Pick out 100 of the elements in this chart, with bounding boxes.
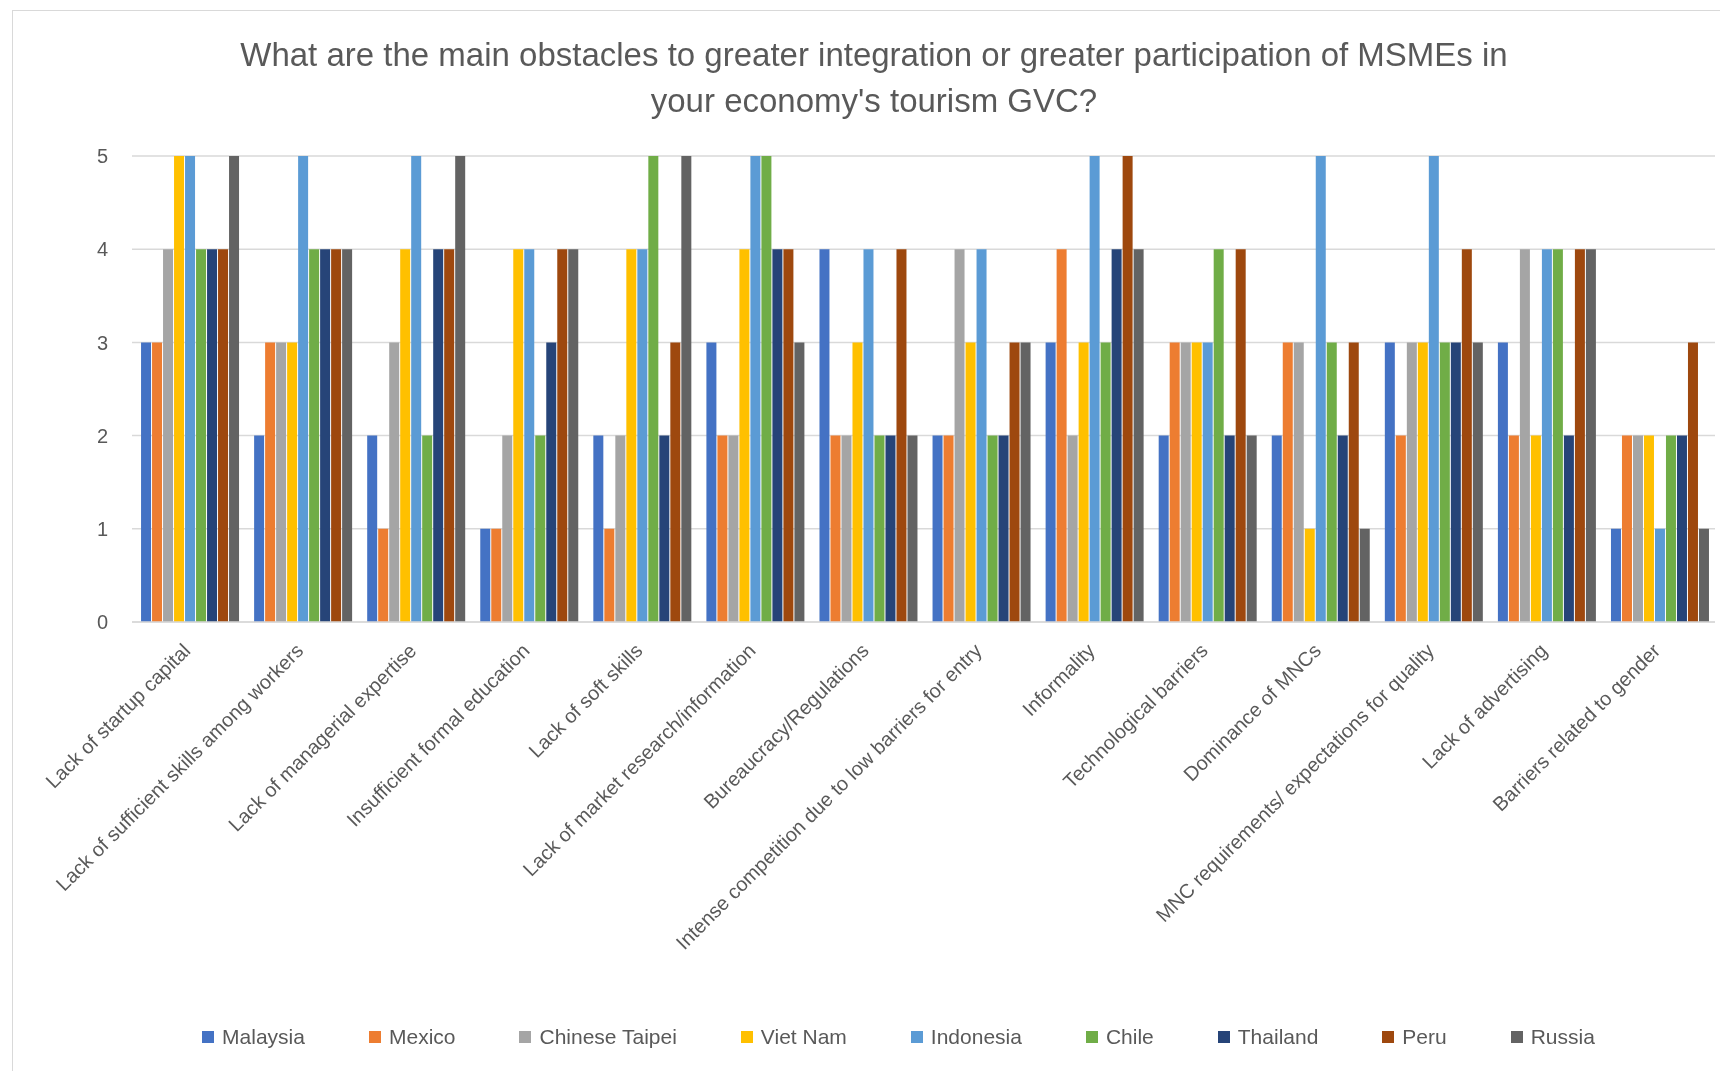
bar xyxy=(1133,249,1144,622)
bar xyxy=(706,342,717,622)
legend-label: Peru xyxy=(1402,1025,1447,1049)
legend-label: Indonesia xyxy=(930,1025,1022,1049)
bar xyxy=(1304,528,1315,622)
bar xyxy=(1643,435,1654,622)
bar xyxy=(739,249,750,622)
bar xyxy=(976,249,987,622)
bar xyxy=(1472,342,1483,622)
bar xyxy=(1271,435,1282,622)
bar xyxy=(1158,435,1169,622)
bar xyxy=(1632,435,1643,622)
bar xyxy=(378,528,389,622)
bar xyxy=(1610,528,1621,622)
bar xyxy=(1417,342,1428,622)
y-tick-label: 3 xyxy=(96,331,108,354)
y-tick-label: 1 xyxy=(96,517,108,540)
bar xyxy=(1428,156,1439,622)
bar xyxy=(1508,435,1519,622)
bar xyxy=(1056,249,1067,622)
bar xyxy=(885,435,896,622)
legend-label: Chile xyxy=(1105,1025,1154,1049)
bar xyxy=(524,249,535,622)
bar xyxy=(604,528,615,622)
bar xyxy=(276,342,287,622)
bar xyxy=(1519,249,1530,622)
bar xyxy=(1665,435,1676,622)
bar xyxy=(1406,342,1417,622)
bar xyxy=(670,342,681,622)
legend-label: Mexico xyxy=(388,1025,456,1049)
bar xyxy=(331,249,342,622)
legend-label: Thailand xyxy=(1237,1025,1319,1049)
y-tick-label: 5 xyxy=(96,145,108,168)
bar xyxy=(1326,342,1337,622)
chart-title: What are the main obstacles to greater integration or greater participation of MSMEs in your economy's tourism GVC? xyxy=(239,35,1509,121)
bar xyxy=(513,249,524,622)
bar xyxy=(444,249,455,622)
bar xyxy=(1045,342,1056,622)
bar xyxy=(830,435,841,622)
legend-label: Russia xyxy=(1530,1025,1595,1049)
bar xyxy=(1213,249,1224,622)
bar xyxy=(1122,156,1133,622)
bar xyxy=(254,435,265,622)
bar xyxy=(863,249,874,622)
bar xyxy=(819,249,830,622)
bar xyxy=(1654,528,1665,622)
bar xyxy=(1282,342,1293,622)
bar xyxy=(1078,342,1089,622)
bar xyxy=(932,435,943,622)
bar xyxy=(1621,435,1632,622)
y-tick-label: 2 xyxy=(96,424,108,447)
bar xyxy=(896,249,907,622)
bar xyxy=(535,435,546,622)
bar xyxy=(794,342,805,622)
legend-label: Malaysia xyxy=(222,1025,305,1049)
bar xyxy=(965,342,976,622)
bar xyxy=(615,435,626,622)
bar xyxy=(1111,249,1122,622)
bar xyxy=(1541,249,1552,622)
bar xyxy=(320,249,331,622)
bar xyxy=(626,249,637,622)
bar xyxy=(1348,342,1359,622)
bar xyxy=(1698,528,1709,622)
bar xyxy=(648,156,659,622)
bar xyxy=(1497,342,1508,622)
bar xyxy=(1395,435,1406,622)
bar xyxy=(1246,435,1257,622)
bar xyxy=(1450,342,1461,622)
bar xyxy=(1687,342,1698,622)
bar xyxy=(750,156,761,622)
bar xyxy=(1574,249,1585,622)
bar xyxy=(141,342,152,622)
bar xyxy=(1337,435,1348,622)
bar xyxy=(1461,249,1472,622)
bar xyxy=(728,435,739,622)
bar xyxy=(480,528,491,622)
bar xyxy=(772,249,783,622)
bar xyxy=(309,249,320,622)
bar xyxy=(1191,342,1202,622)
bar xyxy=(502,435,513,622)
bar xyxy=(433,249,444,622)
bar xyxy=(659,435,670,622)
bar xyxy=(207,249,218,622)
bar xyxy=(287,342,298,622)
bar xyxy=(874,435,885,622)
bar xyxy=(1293,342,1304,622)
bar xyxy=(1563,435,1574,622)
bar xyxy=(491,528,502,622)
bar xyxy=(1585,249,1596,622)
y-tick-label: 4 xyxy=(96,238,108,261)
bar xyxy=(1020,342,1031,622)
bar xyxy=(987,435,998,622)
bar xyxy=(717,435,728,622)
bar xyxy=(1169,342,1180,622)
bar xyxy=(389,342,400,622)
bar xyxy=(681,156,692,622)
bar xyxy=(265,342,276,622)
bar xyxy=(568,249,579,622)
bar xyxy=(637,249,648,622)
bar xyxy=(1439,342,1450,622)
